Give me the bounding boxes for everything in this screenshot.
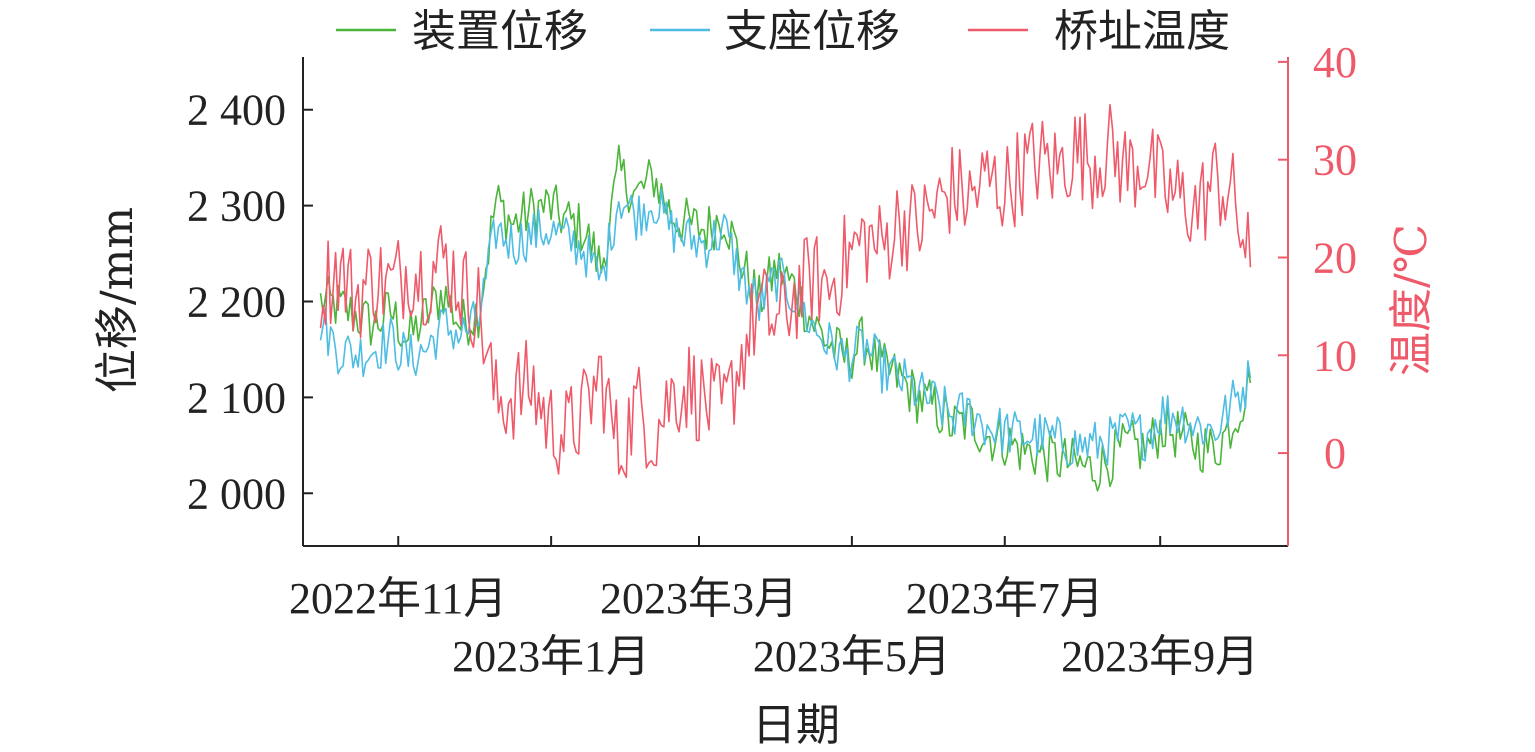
y-axis-left: 2 000 2 100 2 200 2 300 2 400: [187, 57, 313, 546]
y-left-tick-label: 2 000: [187, 469, 286, 518]
legend-label-bridge-temperature: 桥址温度: [1054, 6, 1230, 57]
y-right-ticks: 0 10 20 30 40: [1278, 38, 1357, 478]
y-right-tick-label: 0: [1324, 429, 1346, 478]
y-left-tick-label: 2 200: [187, 278, 286, 327]
y-left-ticks: 2 000 2 100 2 200 2 300 2 400: [187, 86, 313, 518]
x-tick-label: 2023年3月: [600, 574, 798, 623]
x-axis: 2022年11月 2023年1月 2023年3月 2023年5月 2023年7月 2023…: [289, 536, 1288, 681]
y-axis-left-title: 位移/mm: [92, 207, 143, 393]
y-right-tick-label: 30: [1313, 136, 1357, 185]
x-tick-label: 2023年7月: [906, 574, 1104, 623]
y-axis-right-title: 温度/℃: [1386, 224, 1437, 376]
legend: 装置位移 支座位移 桥址温度: [336, 6, 1230, 57]
x-tick-label: 2023年9月: [1061, 632, 1259, 681]
y-axis-right: 0 10 20 30 40: [1278, 38, 1357, 546]
x-tick-label: 2022年11月: [289, 574, 507, 623]
legend-label-device-displacement: 装置位移: [412, 6, 588, 57]
x-tick-label: 2023年5月: [753, 632, 951, 681]
series-layer: [319, 103, 1252, 492]
y-left-tick-label: 2 100: [187, 373, 286, 422]
legend-label-bearing-displacement: 支座位移: [724, 6, 900, 57]
y-right-tick-label: 10: [1313, 331, 1357, 380]
y-right-tick-label: 40: [1313, 38, 1357, 87]
y-left-tick-label: 2 300: [187, 182, 286, 231]
x-ticks: 2022年11月 2023年1月 2023年3月 2023年5月 2023年7月 2023…: [289, 536, 1259, 681]
x-axis-title: 日期: [752, 700, 840, 751]
series-line-device-displacement: [319, 144, 1252, 492]
x-tick-label: 2023年1月: [452, 632, 650, 681]
series-line-bridge-temperature: [319, 103, 1252, 479]
y-left-tick-label: 2 400: [187, 86, 286, 135]
y-right-tick-label: 20: [1313, 233, 1357, 282]
